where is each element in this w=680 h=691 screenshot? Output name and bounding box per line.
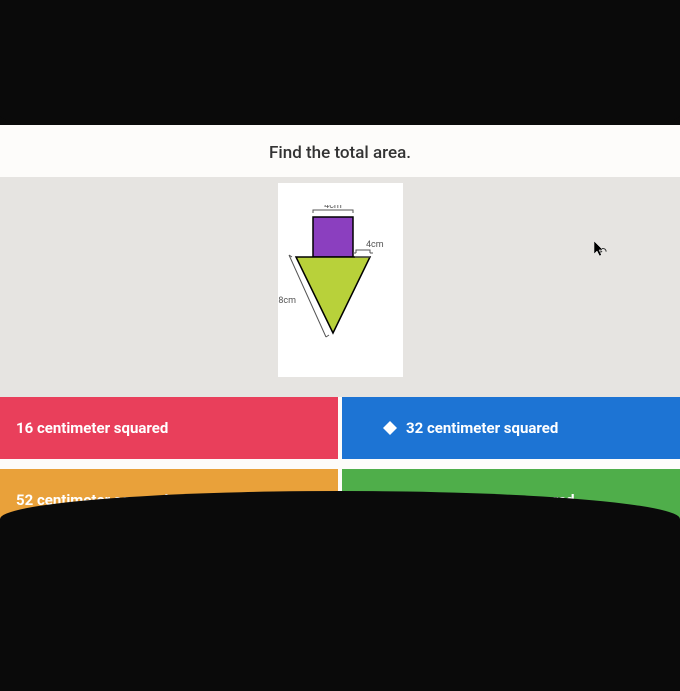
top-label: 4cm [324, 205, 342, 211]
bottom-border [0, 491, 680, 691]
side-label: 8cm [278, 296, 296, 306]
quiz-content: Find the total area. 4cm 4cm 8cm ↶ [0, 125, 680, 549]
right-bracket-tick [353, 250, 373, 253]
cursor-icon [594, 241, 606, 257]
answer-b-text: 32 centimeter squared [406, 419, 558, 437]
mouse-cursor-icon: ↶ [597, 245, 607, 259]
geometry-figure: 4cm 4cm 8cm [278, 205, 403, 355]
figure-canvas: 4cm 4cm 8cm [278, 183, 403, 377]
question-prompt: Find the total area. [0, 125, 680, 177]
answer-a-text: 16 centimeter squared [16, 419, 168, 437]
right-label: 4cm [366, 240, 384, 250]
answer-option-a[interactable]: 16 centimeter squared [0, 397, 338, 459]
top-border [0, 0, 680, 140]
square-shape [313, 217, 353, 257]
answer-option-b[interactable]: 32 centimeter squared [342, 397, 680, 459]
figure-area: 4cm 4cm 8cm ↶ [0, 177, 680, 397]
diamond-icon [382, 420, 398, 436]
question-text: Find the total area. [269, 143, 411, 163]
